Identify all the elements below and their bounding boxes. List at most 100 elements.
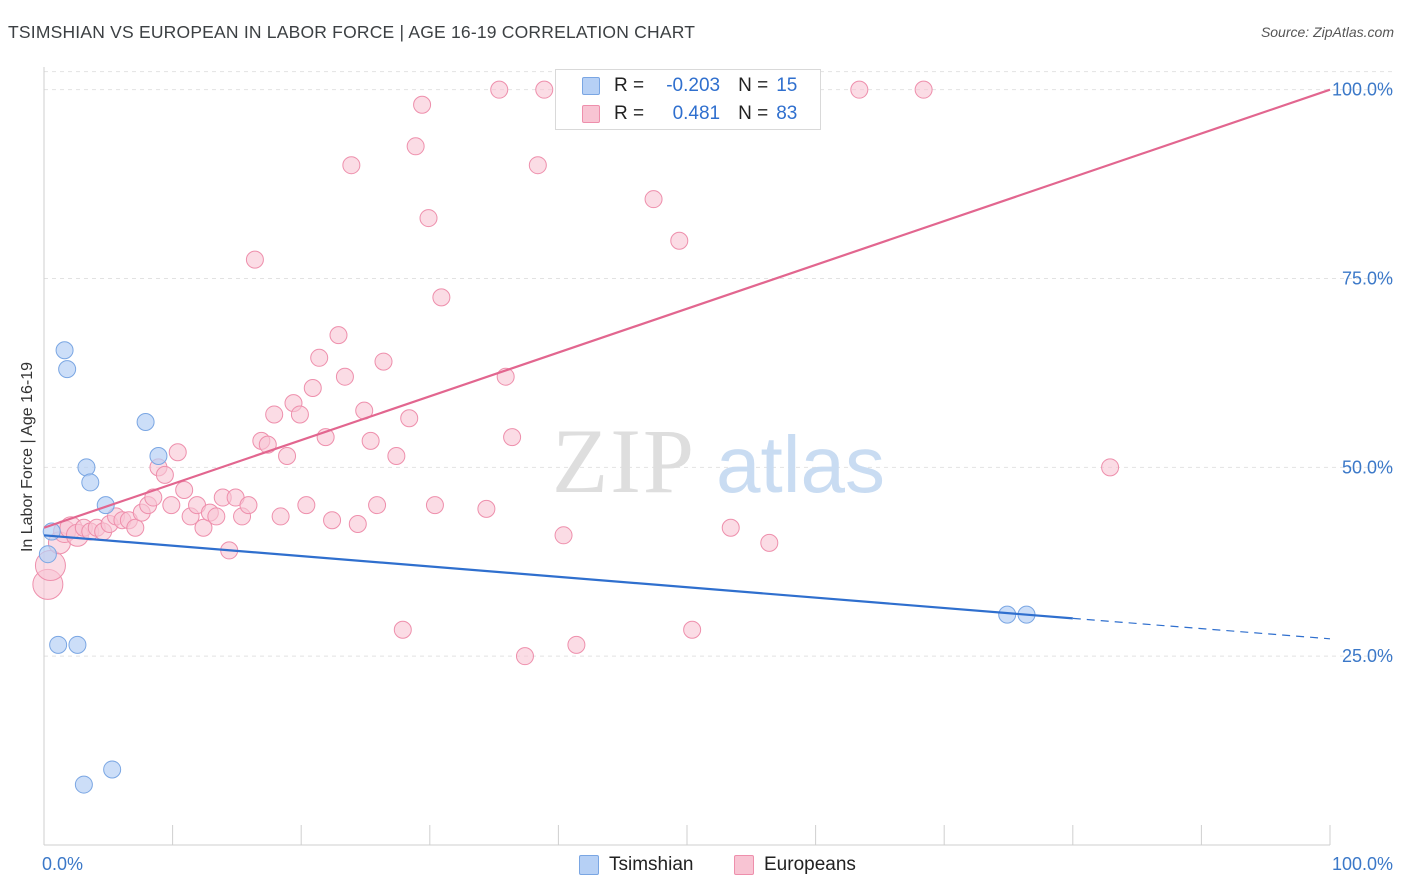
tsimshian-point	[68, 635, 87, 654]
europeans-point	[850, 80, 869, 99]
europeans-point	[670, 231, 689, 250]
europeans-point	[721, 518, 740, 537]
tsimshian-trend-extension	[1072, 617, 1331, 640]
legend-item-tsimshian[interactable]: Tsimshian	[579, 852, 693, 878]
tsimshian-point	[149, 447, 168, 465]
watermark-zip: ZIP	[552, 410, 696, 512]
legend-n-label: N =	[738, 75, 769, 96]
watermark: ZIP atlas	[552, 410, 885, 512]
legend-r-label: R =	[614, 103, 645, 124]
europeans-point	[406, 137, 425, 156]
europeans-point	[503, 428, 522, 447]
legend-swatch-europeans	[582, 105, 600, 123]
tsimshian-point	[103, 760, 122, 779]
tsimshian-point	[96, 496, 115, 515]
x-tick-label: 0.0%	[42, 854, 83, 874]
europeans-point	[554, 526, 573, 545]
legend-swatch-tsimshian	[579, 855, 599, 875]
europeans-point	[1101, 458, 1120, 477]
europeans-point	[271, 507, 290, 526]
axes	[43, 67, 1331, 846]
legend-label-europeans: Europeans	[764, 854, 856, 875]
chart-title: TSIMSHIAN VS EUROPEAN IN LABOR FORCE | A…	[8, 22, 696, 42]
stats-legend: R = -0.203 N = 15 R = 0.481 N = 83	[555, 69, 821, 130]
y-tick-label: 75.0%	[1342, 268, 1393, 288]
tsimshian-point	[74, 775, 93, 794]
legend-r-label: R =	[614, 75, 645, 96]
europeans-point	[374, 352, 393, 371]
legend-label-tsimshian: Tsimshian	[609, 854, 694, 875]
europeans-point	[303, 379, 322, 398]
europeans-point	[490, 80, 509, 99]
tsimshian-point	[81, 473, 100, 492]
europeans-point	[413, 95, 432, 114]
legend-n-label: N =	[738, 103, 769, 124]
europeans-point	[207, 507, 226, 526]
legend-n-value: 83	[776, 103, 798, 124]
europeans-point	[760, 533, 779, 552]
europeans-point	[644, 190, 663, 209]
legend-item-europeans[interactable]: Europeans	[734, 852, 856, 878]
europeans-point	[342, 156, 361, 175]
europeans-point	[528, 156, 547, 175]
europeans-point	[144, 488, 163, 507]
europeans-point	[194, 518, 213, 537]
europeans-point	[477, 499, 496, 518]
europeans-point	[387, 447, 406, 465]
europeans-point	[432, 288, 451, 307]
europeans-point	[329, 326, 348, 345]
legend-r-value: -0.203	[666, 75, 721, 96]
y-tick-label: 50.0%	[1342, 457, 1393, 477]
europeans-point	[310, 348, 329, 367]
tsimshian-point	[55, 341, 74, 360]
source-label: Source: ZipAtlas.com	[1260, 24, 1394, 40]
tsimshian-point	[58, 360, 77, 379]
legend-row-europeans: R = 0.481 N = 83	[556, 101, 797, 127]
europeans-point	[155, 465, 174, 484]
europeans-points	[32, 80, 1120, 666]
europeans-point	[168, 443, 187, 462]
tsimshian-point	[136, 413, 155, 432]
tsimshian-points	[38, 341, 1036, 794]
tsimshian-point	[77, 458, 96, 477]
tsimshian-trend-line	[43, 534, 1073, 620]
europeans-point	[368, 496, 387, 515]
legend-r-value: 0.481	[672, 103, 721, 124]
x-tick-label: 100.0%	[1332, 854, 1393, 874]
y-axis-label: In Labor Force | Age 16-19	[19, 361, 36, 553]
europeans-point	[515, 647, 534, 666]
europeans-point	[535, 80, 554, 99]
europeans-point	[290, 405, 309, 424]
europeans-point	[567, 635, 586, 654]
europeans-point	[245, 250, 264, 269]
europeans-point	[393, 620, 412, 639]
europeans-point	[175, 480, 194, 499]
europeans-point	[239, 496, 258, 515]
europeans-point	[126, 518, 145, 537]
tsimshian-point	[38, 545, 57, 564]
europeans-point	[361, 431, 380, 450]
trend-lines	[43, 88, 1331, 640]
legend-swatch-tsimshian	[582, 77, 600, 95]
europeans-point	[419, 209, 438, 228]
europeans-point	[335, 367, 354, 386]
europeans-point	[425, 496, 444, 515]
watermark-atlas: atlas	[716, 420, 885, 509]
x-tick-labels: 0.0% 100.0%	[42, 854, 1393, 874]
tsimshian-point	[49, 635, 68, 654]
series-legend: Tsimshian Europeans	[0, 852, 1406, 878]
legend-swatch-europeans	[734, 855, 754, 875]
gridlines	[44, 71, 1394, 657]
europeans-point	[683, 620, 702, 639]
europeans-point	[400, 409, 419, 428]
europeans-point	[297, 496, 316, 515]
y-tick-labels: 25.0% 50.0% 75.0% 100.0%	[1332, 80, 1393, 667]
y-tick-label: 25.0%	[1342, 646, 1393, 666]
europeans-point	[265, 405, 284, 424]
legend-n-value: 15	[776, 75, 798, 96]
europeans-point	[348, 514, 367, 533]
legend-row-tsimshian: R = -0.203 N = 15	[556, 73, 797, 99]
europeans-point	[278, 447, 297, 465]
europeans-point	[162, 496, 181, 515]
